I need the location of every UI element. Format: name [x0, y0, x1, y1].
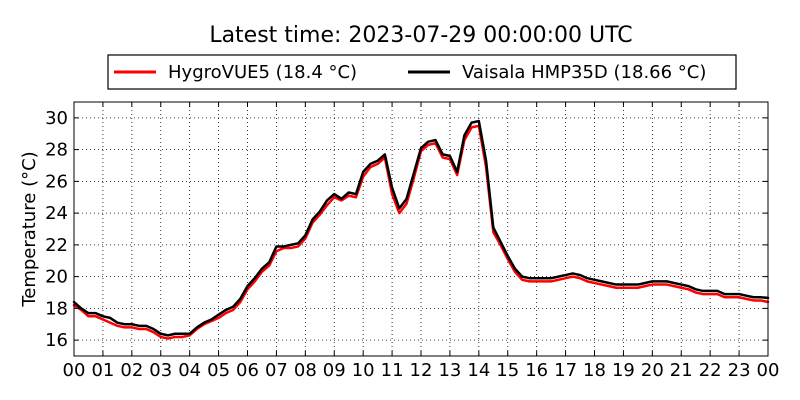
x-tick-label: 23 — [728, 360, 751, 381]
x-tick-label: 16 — [525, 360, 548, 381]
x-tick-label: 12 — [410, 360, 433, 381]
x-tick-label: 04 — [178, 360, 201, 381]
x-tick-label: 18 — [583, 360, 606, 381]
y-tick-label: 22 — [45, 235, 68, 256]
x-tick-label: 19 — [612, 360, 635, 381]
x-tick-label: 21 — [670, 360, 693, 381]
y-tick-label: 28 — [45, 140, 68, 161]
ticks: 00 01 02 03 04 05 06 07 08 09 10 11 12 13 14 15 16 17 18 19… — [45, 102, 779, 381]
x-tick-label: 20 — [641, 360, 664, 381]
legend: HygroVUE5 (18.4 °C) Vaisala HMP35D (18.6… — [107, 54, 737, 90]
x-tick-label: 02 — [120, 360, 143, 381]
y-tick-label: 20 — [45, 267, 68, 288]
x-tick-label: 22 — [699, 360, 722, 381]
series-line-vaisala — [72, 119, 770, 337]
y-tick-label: 16 — [45, 330, 68, 351]
chart-title: Latest time: 2023-07-29 00:00:00 UTC — [209, 23, 632, 48]
x-tick-label: 14 — [467, 360, 490, 381]
x-tick-label: 05 — [207, 360, 230, 381]
y-tick-label: 26 — [45, 171, 68, 192]
x-tick-label: 07 — [265, 360, 288, 381]
x-tick-label: 09 — [323, 360, 346, 381]
legend-label-hygrovue5: HygroVUE5 (18.4 °C) — [168, 62, 357, 83]
y-tick-label: 24 — [45, 203, 68, 224]
x-tick-label: 06 — [236, 360, 259, 381]
x-tick-label: 00 — [757, 360, 780, 381]
x-tick-label: 15 — [496, 360, 519, 381]
legend-label-vaisala: Vaisala HMP35D (18.66 °C) — [462, 62, 706, 83]
x-tick-label: 13 — [438, 360, 461, 381]
x-tick-label: 08 — [294, 360, 317, 381]
data-series — [72, 119, 770, 340]
grid-lines — [74, 102, 768, 356]
x-tick-label: 11 — [381, 360, 404, 381]
x-tick-label: 03 — [149, 360, 172, 381]
x-tick-label: 10 — [352, 360, 375, 381]
plot-frame — [73, 101, 769, 357]
x-tick-label: 01 — [91, 360, 114, 381]
x-tick-label: 17 — [554, 360, 577, 381]
y-tick-label: 30 — [45, 108, 68, 129]
x-tick-label: 00 — [63, 360, 86, 381]
y-tick-label: 18 — [45, 298, 68, 319]
y-axis-label: Temperature (°C) — [19, 151, 40, 307]
